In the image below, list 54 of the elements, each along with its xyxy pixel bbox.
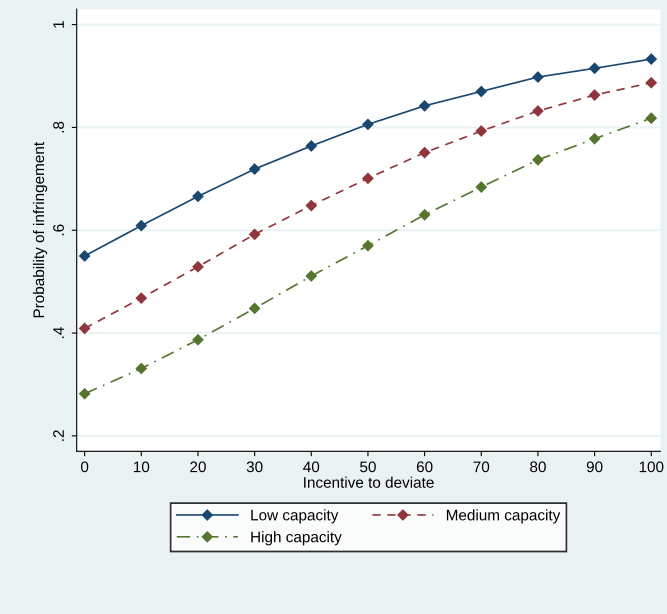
legend-label: Low capacity [251,509,338,524]
legend-label: Medium capacity [446,509,560,524]
y-tick-label: .4 [53,327,64,338]
point [588,89,600,101]
x-tick-label: 70 [474,461,490,472]
point [419,100,430,112]
point [532,105,544,117]
x-tick-label: 90 [586,461,602,472]
x-axis-title: Incentive to deviate [304,476,434,488]
y-axis-title: Probability of infringement [32,142,48,318]
point [588,133,600,144]
point [362,240,374,252]
x-tick-label: 40 [303,461,320,472]
point [79,388,90,400]
point [192,190,204,202]
point [588,62,600,74]
y-tick-label: 1 [53,21,64,28]
x-tick-label: 30 [246,461,263,472]
point [249,163,260,175]
point [249,302,260,314]
point [136,292,147,304]
point [362,172,374,184]
point [79,322,90,334]
point [476,125,487,137]
point [306,200,317,212]
point [476,181,487,193]
point [136,362,147,374]
point [419,209,430,220]
point [646,77,657,88]
point [476,86,487,98]
y-tick-label: .2 [53,430,64,441]
point [532,71,544,83]
point [646,53,657,65]
point [532,154,544,166]
legend-label: High capacity [251,531,342,546]
x-tick-label: 60 [416,461,433,472]
point [192,334,204,346]
x-tick-label: 100 [640,461,664,472]
y-tick-label: .6 [53,224,64,236]
point [646,112,657,124]
point [362,118,374,130]
point [79,250,90,262]
point [136,220,147,232]
point [192,261,204,272]
x-tick-label: 80 [530,461,546,472]
x-tick-label: 20 [190,461,206,472]
point [249,228,260,240]
x-tick-label: 50 [360,461,376,472]
y-tick-label: .8 [53,122,64,132]
point [306,270,317,282]
point [419,147,430,158]
x-tick-label: 10 [134,461,150,472]
x-tick-label: 0 [80,461,88,472]
point [306,140,317,152]
